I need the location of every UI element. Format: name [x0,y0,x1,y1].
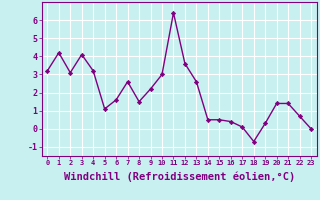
X-axis label: Windchill (Refroidissement éolien,°C): Windchill (Refroidissement éolien,°C) [64,172,295,182]
